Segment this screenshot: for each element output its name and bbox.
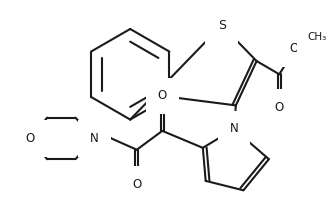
Text: N: N [90,132,99,145]
Text: O: O [274,101,284,114]
Text: O: O [158,89,167,102]
Text: CH₃: CH₃ [307,32,326,41]
Text: O: O [25,132,35,145]
Text: O: O [290,42,299,55]
Text: N: N [230,123,238,136]
Text: S: S [218,19,226,32]
Text: O: O [132,178,141,191]
